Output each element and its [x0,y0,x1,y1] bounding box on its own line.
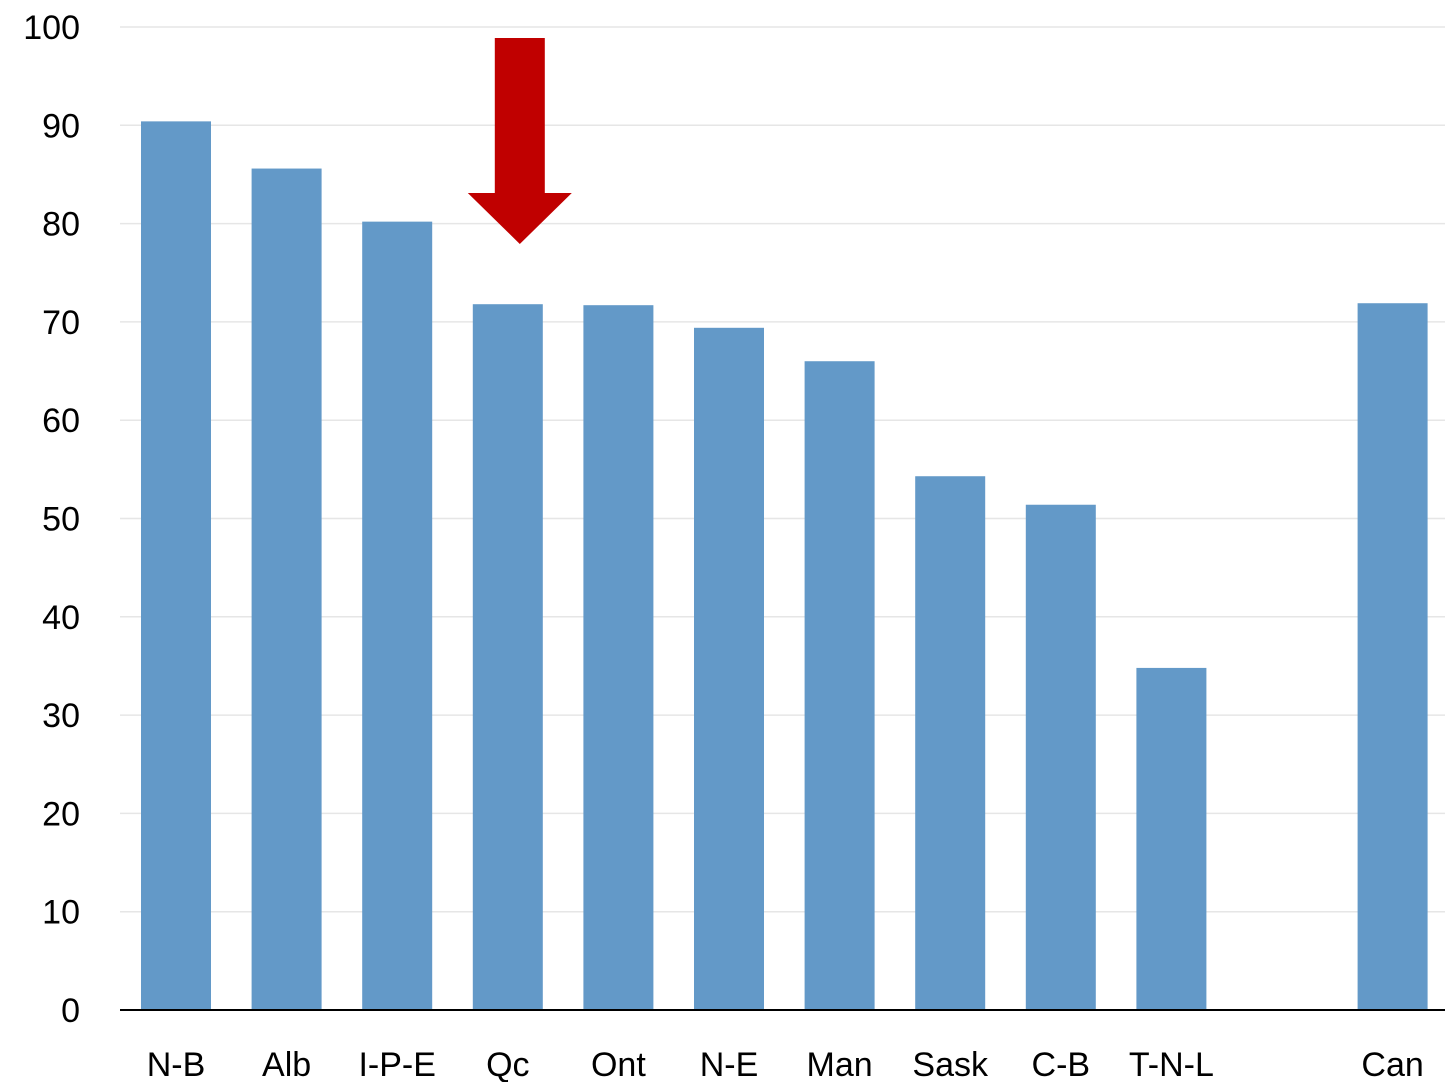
y-tick-label: 60 [42,402,80,440]
x-axis-ticks: N-B Alb I-P-E Qc Ont N-E Man Sask C-B T-N-L Can [147,1046,1424,1082]
bar-ont [583,305,654,1011]
x-tick-label: Qc [486,1046,529,1082]
bar-man [804,361,875,1011]
y-tick-label: 0 [61,992,80,1030]
y-tick-label: 30 [42,697,80,735]
y-tick-label: 90 [42,107,80,145]
bar-n-b [141,121,211,1011]
gridlines [120,26,1445,913]
x-tick-label: N-B [147,1046,206,1082]
down-arrow-icon [467,38,572,244]
bar-sask [915,476,986,1011]
x-tick-label: Alb [262,1046,311,1082]
y-tick-label: 70 [42,304,80,342]
x-tick-label: Man [807,1046,873,1082]
bar-n-e [694,327,764,1011]
y-tick-label: 40 [42,599,80,637]
bar-i-p-e [362,221,433,1010]
y-axis-ticks: 0 10 20 30 40 50 60 70 80 90 100 [23,9,80,1030]
annotation-arrow [467,38,572,244]
x-tick-label: Sask [912,1046,989,1082]
y-tick-label: 10 [42,894,80,932]
y-tick-label: 100 [23,9,80,47]
y-tick-label: 50 [42,501,80,539]
x-tick-label: T-N-L [1129,1046,1214,1082]
bar-alb [251,168,322,1010]
x-tick-label: Ont [591,1046,646,1082]
bar-qc [472,304,543,1010]
bars [141,121,1428,1011]
x-tick-label: N-E [700,1046,759,1082]
x-tick-label: C-B [1032,1046,1091,1082]
bar-t-n-l [1136,667,1207,1010]
x-tick-label: Can [1361,1046,1423,1082]
y-tick-label: 20 [42,795,80,833]
bar-c-b [1025,504,1096,1010]
bar-can [1357,303,1428,1010]
y-tick-label: 80 [42,206,80,244]
x-tick-label: I-P-E [358,1046,435,1082]
